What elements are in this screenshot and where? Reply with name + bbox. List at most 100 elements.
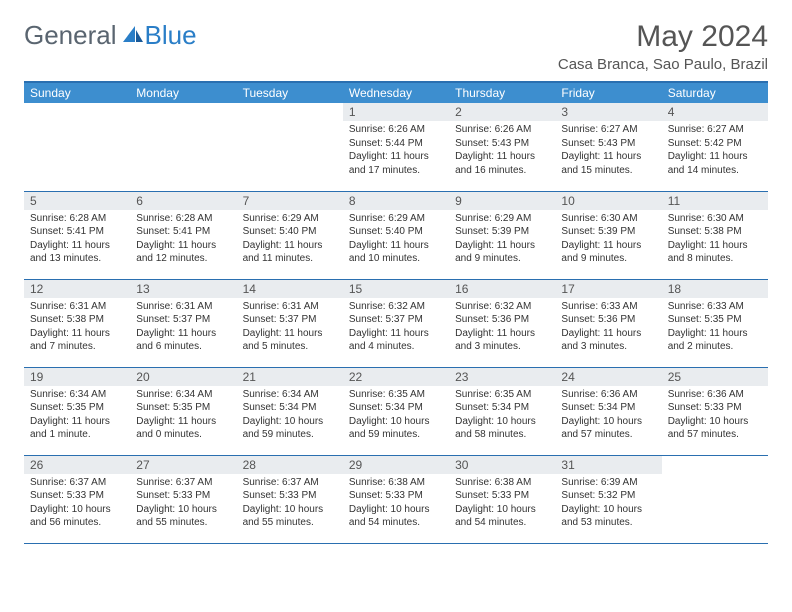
- day-details: Sunrise: 6:26 AMSunset: 5:44 PMDaylight:…: [343, 121, 449, 179]
- day-details: Sunrise: 6:30 AMSunset: 5:39 PMDaylight:…: [555, 210, 661, 268]
- calendar-day: 11Sunrise: 6:30 AMSunset: 5:38 PMDayligh…: [662, 191, 768, 279]
- sunset-text: Sunset: 5:36 PM: [455, 313, 549, 327]
- day-details: Sunrise: 6:28 AMSunset: 5:41 PMDaylight:…: [24, 210, 130, 268]
- daylight-text: Daylight: 11 hours and 9 minutes.: [455, 239, 549, 266]
- sunset-text: Sunset: 5:32 PM: [561, 489, 655, 503]
- weekday-header: Saturday: [662, 82, 768, 103]
- calendar-day: 5Sunrise: 6:28 AMSunset: 5:41 PMDaylight…: [24, 191, 130, 279]
- daylight-text: Daylight: 11 hours and 3 minutes.: [561, 327, 655, 354]
- calendar-week: 26Sunrise: 6:37 AMSunset: 5:33 PMDayligh…: [24, 455, 768, 543]
- month-title: May 2024: [558, 20, 768, 54]
- daylight-text: Daylight: 11 hours and 14 minutes.: [668, 150, 762, 177]
- day-number: 9: [449, 192, 555, 210]
- day-number: 4: [662, 103, 768, 121]
- calendar-day: 25Sunrise: 6:36 AMSunset: 5:33 PMDayligh…: [662, 367, 768, 455]
- daylight-text: Daylight: 10 hours and 56 minutes.: [30, 503, 124, 530]
- day-details: Sunrise: 6:34 AMSunset: 5:34 PMDaylight:…: [237, 386, 343, 444]
- daylight-text: Daylight: 10 hours and 59 minutes.: [243, 415, 337, 442]
- day-number: 3: [555, 103, 661, 121]
- daylight-text: Daylight: 11 hours and 9 minutes.: [561, 239, 655, 266]
- daylight-text: Daylight: 10 hours and 55 minutes.: [136, 503, 230, 530]
- sunrise-text: Sunrise: 6:36 AM: [561, 388, 655, 402]
- sunset-text: Sunset: 5:35 PM: [30, 401, 124, 415]
- daylight-text: Daylight: 11 hours and 2 minutes.: [668, 327, 762, 354]
- weekday-header: Thursday: [449, 82, 555, 103]
- calendar-day: 8Sunrise: 6:29 AMSunset: 5:40 PMDaylight…: [343, 191, 449, 279]
- daylight-text: Daylight: 11 hours and 6 minutes.: [136, 327, 230, 354]
- logo-text-left: General: [24, 20, 117, 51]
- day-number: 7: [237, 192, 343, 210]
- day-number: 8: [343, 192, 449, 210]
- day-details: Sunrise: 6:32 AMSunset: 5:37 PMDaylight:…: [343, 298, 449, 356]
- sunrise-text: Sunrise: 6:28 AM: [30, 212, 124, 226]
- calendar-day: 17Sunrise: 6:33 AMSunset: 5:36 PMDayligh…: [555, 279, 661, 367]
- calendar-week: 5Sunrise: 6:28 AMSunset: 5:41 PMDaylight…: [24, 191, 768, 279]
- calendar-day: 21Sunrise: 6:34 AMSunset: 5:34 PMDayligh…: [237, 367, 343, 455]
- calendar-day: 27Sunrise: 6:37 AMSunset: 5:33 PMDayligh…: [130, 455, 236, 543]
- day-number: 23: [449, 368, 555, 386]
- sail-icon: [121, 20, 145, 51]
- day-details: Sunrise: 6:37 AMSunset: 5:33 PMDaylight:…: [24, 474, 130, 532]
- day-details: Sunrise: 6:36 AMSunset: 5:33 PMDaylight:…: [662, 386, 768, 444]
- day-number: 14: [237, 280, 343, 298]
- calendar-week: 1Sunrise: 6:26 AMSunset: 5:44 PMDaylight…: [24, 103, 768, 191]
- day-number: 28: [237, 456, 343, 474]
- sunrise-text: Sunrise: 6:32 AM: [455, 300, 549, 314]
- sunset-text: Sunset: 5:39 PM: [455, 225, 549, 239]
- title-block: May 2024 Casa Branca, Sao Paulo, Brazil: [558, 20, 768, 73]
- day-number: 31: [555, 456, 661, 474]
- day-details: Sunrise: 6:36 AMSunset: 5:34 PMDaylight:…: [555, 386, 661, 444]
- daylight-text: Daylight: 10 hours and 53 minutes.: [561, 503, 655, 530]
- calendar-day: 6Sunrise: 6:28 AMSunset: 5:41 PMDaylight…: [130, 191, 236, 279]
- sunrise-text: Sunrise: 6:37 AM: [30, 476, 124, 490]
- calendar-day: 12Sunrise: 6:31 AMSunset: 5:38 PMDayligh…: [24, 279, 130, 367]
- day-number: 2: [449, 103, 555, 121]
- sunset-text: Sunset: 5:33 PM: [668, 401, 762, 415]
- daylight-text: Daylight: 11 hours and 7 minutes.: [30, 327, 124, 354]
- calendar-day: 7Sunrise: 6:29 AMSunset: 5:40 PMDaylight…: [237, 191, 343, 279]
- sunset-text: Sunset: 5:38 PM: [668, 225, 762, 239]
- sunrise-text: Sunrise: 6:29 AM: [349, 212, 443, 226]
- sunset-text: Sunset: 5:41 PM: [30, 225, 124, 239]
- sunrise-text: Sunrise: 6:28 AM: [136, 212, 230, 226]
- calendar-day: 22Sunrise: 6:35 AMSunset: 5:34 PMDayligh…: [343, 367, 449, 455]
- sunset-text: Sunset: 5:37 PM: [136, 313, 230, 327]
- sunset-text: Sunset: 5:34 PM: [243, 401, 337, 415]
- day-details: Sunrise: 6:37 AMSunset: 5:33 PMDaylight:…: [130, 474, 236, 532]
- sunrise-text: Sunrise: 6:26 AM: [349, 123, 443, 137]
- day-details: Sunrise: 6:34 AMSunset: 5:35 PMDaylight:…: [130, 386, 236, 444]
- calendar-day: 14Sunrise: 6:31 AMSunset: 5:37 PMDayligh…: [237, 279, 343, 367]
- sunrise-text: Sunrise: 6:29 AM: [243, 212, 337, 226]
- daylight-text: Daylight: 11 hours and 17 minutes.: [349, 150, 443, 177]
- day-details: Sunrise: 6:34 AMSunset: 5:35 PMDaylight:…: [24, 386, 130, 444]
- daylight-text: Daylight: 11 hours and 11 minutes.: [243, 239, 337, 266]
- daylight-text: Daylight: 11 hours and 10 minutes.: [349, 239, 443, 266]
- day-number: [662, 456, 768, 474]
- calendar-day: [662, 455, 768, 543]
- calendar-week: 19Sunrise: 6:34 AMSunset: 5:35 PMDayligh…: [24, 367, 768, 455]
- sunset-text: Sunset: 5:43 PM: [455, 137, 549, 151]
- calendar-table: SundayMondayTuesdayWednesdayThursdayFrid…: [24, 81, 768, 544]
- calendar-day: 23Sunrise: 6:35 AMSunset: 5:34 PMDayligh…: [449, 367, 555, 455]
- sunrise-text: Sunrise: 6:34 AM: [30, 388, 124, 402]
- sunrise-text: Sunrise: 6:29 AM: [455, 212, 549, 226]
- day-details: Sunrise: 6:31 AMSunset: 5:37 PMDaylight:…: [130, 298, 236, 356]
- day-number: 17: [555, 280, 661, 298]
- sunrise-text: Sunrise: 6:31 AM: [243, 300, 337, 314]
- weekday-header: Tuesday: [237, 82, 343, 103]
- calendar-day: 18Sunrise: 6:33 AMSunset: 5:35 PMDayligh…: [662, 279, 768, 367]
- daylight-text: Daylight: 10 hours and 58 minutes.: [455, 415, 549, 442]
- day-number: 10: [555, 192, 661, 210]
- daylight-text: Daylight: 11 hours and 15 minutes.: [561, 150, 655, 177]
- sunset-text: Sunset: 5:34 PM: [455, 401, 549, 415]
- day-number: 26: [24, 456, 130, 474]
- day-number: 30: [449, 456, 555, 474]
- day-number: [130, 103, 236, 121]
- sunset-text: Sunset: 5:43 PM: [561, 137, 655, 151]
- sunrise-text: Sunrise: 6:34 AM: [136, 388, 230, 402]
- day-number: 29: [343, 456, 449, 474]
- daylight-text: Daylight: 10 hours and 57 minutes.: [668, 415, 762, 442]
- day-number: 22: [343, 368, 449, 386]
- day-details: Sunrise: 6:38 AMSunset: 5:33 PMDaylight:…: [343, 474, 449, 532]
- sunset-text: Sunset: 5:42 PM: [668, 137, 762, 151]
